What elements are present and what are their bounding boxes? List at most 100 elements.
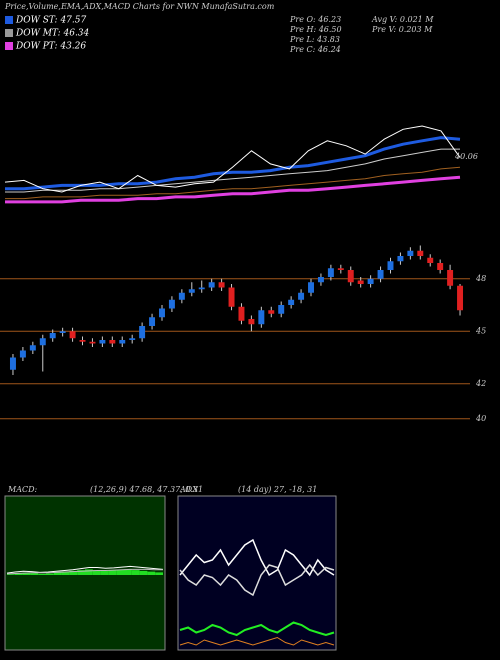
- legend-swatch: [5, 42, 13, 50]
- candle-body: [317, 277, 324, 283]
- candle-body: [367, 278, 374, 284]
- candle-body: [337, 268, 344, 270]
- candle-body: [387, 261, 394, 270]
- candle-body: [139, 326, 146, 339]
- legend-swatch: [5, 16, 13, 24]
- series-line: [5, 175, 461, 204]
- candle-body: [188, 289, 195, 293]
- adx-panel: [177, 495, 337, 651]
- y-tick-label: 45: [475, 326, 486, 335]
- y-tick-label: 40: [475, 414, 486, 423]
- histogram-bar: [131, 570, 140, 575]
- histogram-bar: [69, 570, 78, 575]
- panel-subtitle: (12,26,9) 47.68, 47.37, 0.31: [90, 485, 203, 494]
- candle-body: [437, 263, 444, 270]
- candle-body: [49, 333, 56, 339]
- info-label: Pre O: 46.23: [289, 15, 341, 24]
- candle-body: [268, 310, 275, 314]
- candle-body: [198, 287, 205, 290]
- candle-body: [19, 350, 26, 358]
- candle-body: [159, 308, 165, 318]
- candle-body: [258, 310, 265, 325]
- candle-body: [427, 257, 434, 263]
- panel-title: MACD:: [7, 485, 38, 494]
- candle-body: [9, 357, 16, 370]
- candle-body: [447, 270, 454, 286]
- histogram-bar: [124, 569, 132, 575]
- histogram-bar: [155, 572, 163, 575]
- candle-body: [407, 250, 414, 256]
- candle-body: [288, 299, 295, 305]
- candle-body: [208, 282, 215, 288]
- legend-label: DOW MT: 46.34: [15, 29, 90, 39]
- histogram-bar: [108, 570, 117, 575]
- series-line: [179, 636, 335, 646]
- histogram-bar: [100, 570, 109, 575]
- legend-label: DOW PT: 43.26: [15, 42, 86, 52]
- candle-body: [59, 331, 66, 333]
- series-line: [5, 148, 460, 193]
- candle-body: [327, 268, 334, 277]
- candle-body: [178, 292, 185, 300]
- series-line: [179, 538, 335, 577]
- candle-body: [168, 299, 175, 309]
- histogram-bar: [22, 572, 31, 575]
- candle-body: [29, 345, 36, 351]
- histogram-bar: [53, 572, 62, 575]
- info-label: Pre C: 46.24: [289, 45, 341, 54]
- candle-body: [119, 340, 126, 344]
- candle-body: [99, 340, 106, 344]
- series-line: [5, 166, 461, 200]
- histogram-bar: [116, 569, 124, 575]
- panel-title: ADX: [179, 485, 198, 494]
- annotation: 40.06: [454, 152, 478, 161]
- candle-body: [129, 338, 136, 340]
- y-tick-label: 48: [475, 274, 486, 283]
- candle-body: [69, 331, 76, 339]
- candle-body: [238, 306, 245, 321]
- histogram-bar: [147, 571, 156, 575]
- candle-body: [298, 292, 305, 300]
- info-label: Pre L: 43.83: [289, 35, 340, 44]
- histogram-bar: [61, 571, 70, 575]
- candle-body: [397, 256, 404, 262]
- candle-body: [377, 270, 384, 279]
- histogram-bar: [14, 573, 23, 575]
- info-label: Avg V: 0.021 M: [371, 15, 434, 24]
- candle-body: [347, 270, 354, 283]
- candle-body: [109, 340, 116, 344]
- info-label: Pre V: 0.203 M: [371, 25, 433, 34]
- page-title: Price,Volume,EMA,ADX,MACD Charts for NWN…: [4, 2, 275, 11]
- panel-subtitle: (14 day) 27, -18, 31: [238, 485, 317, 494]
- candle-body: [89, 341, 96, 344]
- series-line: [4, 125, 461, 193]
- series-line: [6, 565, 164, 574]
- legend-label: DOW ST: 47.57: [15, 16, 86, 26]
- candle-body: [39, 338, 46, 346]
- histogram-bar: [7, 574, 15, 575]
- candle-body: [278, 305, 285, 314]
- histogram-bar: [30, 573, 39, 575]
- histogram-bar: [77, 570, 85, 575]
- histogram-bar: [38, 573, 46, 575]
- candle-body: [308, 282, 314, 293]
- histogram-bar: [92, 570, 101, 575]
- candle-body: [248, 319, 255, 325]
- candle-body: [79, 340, 86, 342]
- candle-body: [457, 285, 464, 311]
- series-line: [6, 568, 163, 575]
- info-label: Pre H: 46.50: [289, 25, 342, 34]
- histogram-bar: [85, 569, 93, 575]
- histogram-bar: [46, 573, 54, 575]
- candle-body: [228, 287, 235, 307]
- candle-body: [417, 250, 424, 256]
- histogram-bar: [139, 570, 148, 575]
- candle-body: [357, 280, 364, 284]
- y-tick-label: 42: [475, 379, 486, 388]
- candle-body: [218, 282, 225, 288]
- candle-body: [149, 317, 156, 326]
- series-line: [179, 621, 335, 637]
- legend-swatch: [5, 29, 13, 37]
- series-line: [179, 563, 335, 597]
